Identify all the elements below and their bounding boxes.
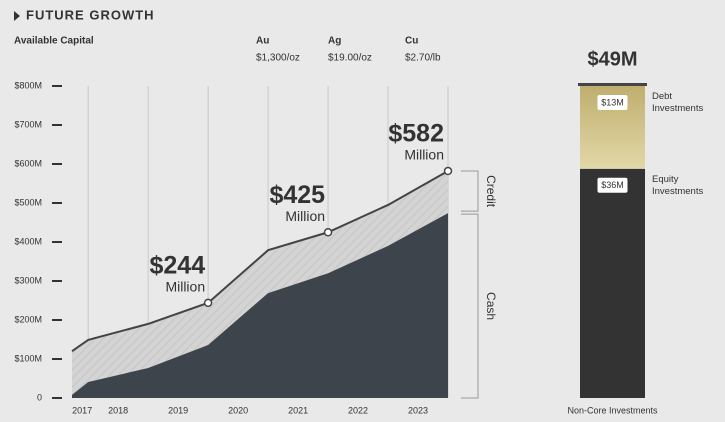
bar-chart: $49M $36M Equity Investments $13M Debt Investm…: [567, 48, 703, 415]
metal-price: $2.70/lb: [405, 53, 441, 64]
bar-total: $49M: [587, 48, 637, 70]
bar-segment: [580, 168, 645, 398]
y-tick-label: $300M: [14, 275, 42, 285]
y-tick-label: $400M: [14, 236, 42, 246]
segment-name: Equity Investments: [652, 173, 703, 196]
cash-area: [72, 213, 448, 398]
x-tick-label: 2022: [348, 405, 368, 415]
milestone-point: [443, 166, 453, 176]
x-tick-label: 2021: [288, 405, 308, 415]
y-tick-label: $500M: [14, 197, 42, 207]
milestone-value: $244: [150, 251, 206, 279]
subtitle: Available Capital: [14, 36, 94, 47]
milestone-value: $425: [269, 181, 325, 209]
title: FUTURE GROWTH: [26, 7, 155, 22]
segment-name: Debt Investments: [652, 91, 703, 114]
metal-price: $1,300/oz: [256, 53, 300, 64]
milestone-unit: Million: [404, 147, 444, 163]
bracket-label: Cash: [484, 292, 498, 320]
bar-category: Non-Core Investments: [567, 405, 658, 415]
y-tick-label: $200M: [14, 314, 42, 324]
y-tick-label: 0: [37, 392, 42, 402]
total-line: [71, 170, 449, 353]
bar-total-cap: [578, 83, 647, 86]
x-tick-label: 2020: [228, 405, 248, 415]
bracket: [461, 170, 479, 212]
y-tick-label: $800M: [14, 80, 42, 90]
metal-price: $19.00/oz: [328, 53, 372, 64]
x-tick-label: 2017: [72, 405, 92, 415]
credit-band: [72, 171, 448, 395]
bracket: [461, 213, 479, 399]
milestone-unit: Million: [285, 208, 325, 224]
milestone-value: $582: [388, 120, 444, 148]
x-tick-label: 2019: [168, 405, 188, 415]
segment-value: $36M: [601, 180, 624, 190]
area-chart: $244Million$425Million$582Million0$100M$…: [14, 80, 497, 415]
x-tick-label: 2023: [408, 405, 428, 415]
milestone-point: [323, 228, 333, 237]
prices: Au $1,300/oz Ag $19.00/oz Cu $2.70/lb: [256, 36, 441, 64]
segment-tag: [597, 177, 628, 193]
bracket-label: Credit: [484, 175, 498, 208]
milestone-unit: Million: [165, 279, 205, 295]
metal-symbol: Ag: [328, 36, 341, 47]
y-tick-label: $600M: [14, 158, 42, 168]
metal-symbol: Au: [256, 36, 269, 47]
metal-symbol: Cu: [405, 36, 418, 47]
x-tick-label: 2018: [108, 405, 128, 415]
milestone-point: [203, 298, 213, 308]
section-icon: [14, 11, 20, 21]
segment-value: $13M: [601, 97, 624, 107]
y-tick-label: $100M: [14, 353, 42, 363]
y-tick-label: $700M: [14, 119, 42, 129]
segment-tag: [597, 95, 628, 110]
